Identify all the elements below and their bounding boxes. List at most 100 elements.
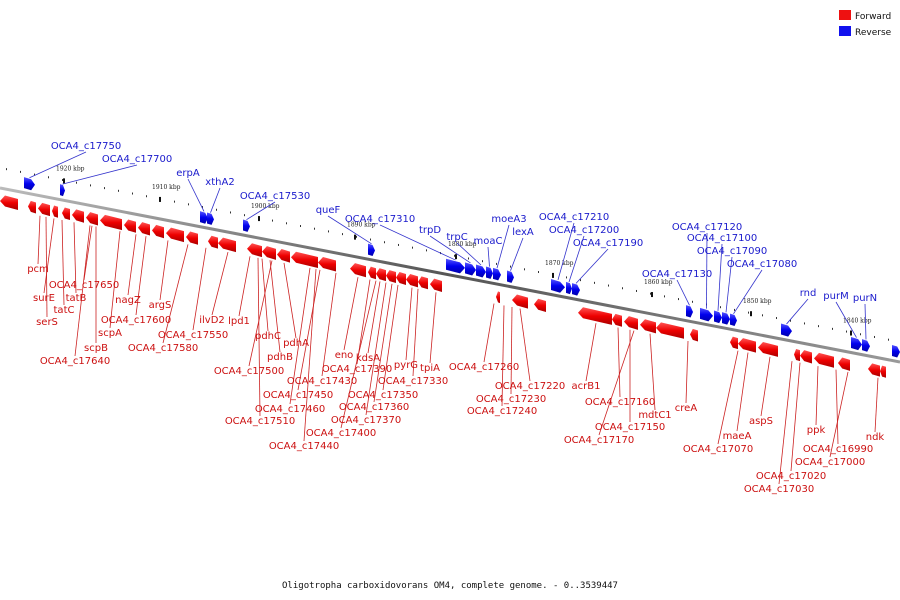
- minor-tick: [608, 284, 609, 287]
- minor-tick: [720, 306, 721, 309]
- leader-line: [162, 244, 189, 344]
- gene-label-OCA4_c17160: OCA4_c17160: [585, 397, 655, 408]
- gene-arrow-purN: [862, 339, 870, 352]
- minor-tick: [118, 189, 119, 192]
- minor-tick: [412, 246, 413, 249]
- gene-arrow-block-38: [738, 338, 756, 353]
- leader-line: [487, 246, 490, 267]
- scale-tick-mark: [651, 292, 653, 298]
- gene-arrow-block-41: [800, 350, 812, 364]
- minor-tick: [804, 322, 805, 325]
- leader-line: [269, 260, 281, 353]
- gene-arrow-block-14: [218, 237, 236, 253]
- gene-label-OCA4_c17220: OCA4_c17220: [495, 381, 565, 392]
- gene-arrow-block-36: [690, 328, 698, 342]
- gene-label-OCA4_c17700: OCA4_c17700: [102, 154, 172, 165]
- scale-tick-label: 1870 kbp: [545, 260, 574, 267]
- gene-arrow-OCA4_c17080: [730, 313, 737, 326]
- gene-label-OCA4_c17000: OCA4_c17000: [795, 457, 865, 468]
- gene-label-pdhA: pdhA: [283, 338, 309, 349]
- leader-line: [327, 215, 372, 245]
- scale-tick-mark: [552, 272, 554, 278]
- minor-tick: [48, 176, 49, 179]
- leader-line: [617, 327, 621, 398]
- leader-line: [483, 303, 495, 363]
- gene-label-OCA4_c17130: OCA4_c17130: [642, 269, 712, 280]
- minor-tick: [482, 260, 483, 263]
- leader-line: [379, 224, 456, 261]
- scale-tick-mark: [455, 254, 457, 260]
- gene-label-OCA4_c17460: OCA4_c17460: [255, 404, 325, 415]
- gene-arrow-OCA4_c17090: [722, 312, 730, 325]
- gene-arrow-lexA: [507, 270, 514, 283]
- leader-line: [297, 269, 321, 391]
- leader-line: [367, 281, 381, 354]
- gene-arrow-OCA4_c17530: [243, 219, 250, 232]
- gene-label-mdtC1: mdtC1: [638, 410, 671, 421]
- gene-label-trpD: trpD: [419, 225, 441, 236]
- gene-arrow-block-9: [138, 222, 150, 236]
- gene-arrow-block-45: [880, 365, 886, 378]
- gene-label-tpiA: tpiA: [420, 363, 440, 374]
- minor-tick: [678, 298, 679, 301]
- gene-arrow-OCA4_c17750: [24, 177, 35, 191]
- gene-label-tatB: tatB: [66, 293, 87, 304]
- minor-tick: [174, 200, 175, 203]
- minor-tick: [762, 314, 763, 317]
- leader-line: [365, 282, 387, 416]
- scale-tick-mark: [850, 330, 852, 336]
- minor-tick: [888, 338, 889, 341]
- minor-tick: [356, 235, 357, 238]
- gene-arrow-OCA4_c17190: [572, 283, 580, 296]
- minor-tick: [468, 257, 469, 260]
- gene-arrow-block-25: [406, 273, 418, 288]
- label-leader-lines: [29, 151, 879, 485]
- gene-arrow-block-26: [418, 276, 428, 290]
- gene-label-OCA4_c17150: OCA4_c17150: [595, 422, 665, 433]
- gene-arrow-block-30: [534, 298, 546, 313]
- gene-label-OCA4_c17450: OCA4_c17450: [263, 390, 333, 401]
- scale-tick-label: 1900 kbp: [251, 203, 280, 210]
- gene-label-eno: eno: [335, 350, 354, 361]
- minor-tick: [384, 241, 385, 244]
- gene-label-OCA4_c17260: OCA4_c17260: [449, 362, 519, 373]
- leader-line: [343, 277, 359, 351]
- gene-arrow-block-27: [430, 278, 442, 292]
- gene-arrow-block-20: [350, 263, 366, 278]
- gene-label-aspS: aspS: [749, 416, 773, 427]
- scale-tick-label: 1840 kbp: [843, 318, 872, 325]
- gene-label-OCA4_c17350: OCA4_c17350: [348, 390, 418, 401]
- gene-label-nagZ: nagZ: [115, 295, 141, 306]
- legend-forward-label: Forward: [855, 12, 891, 22]
- gene-arrow-block-6: [86, 212, 98, 226]
- minor-tick: [6, 168, 7, 171]
- legend-reverse-label: Reverse: [855, 28, 892, 38]
- scale-tick-mark: [63, 178, 65, 184]
- leader-line: [187, 178, 205, 212]
- gene-arrow-xthA2: [207, 212, 214, 225]
- gene-label-OCA4_c17230: OCA4_c17230: [476, 394, 546, 405]
- minor-tick: [510, 265, 511, 268]
- gene-label-OCA4_c17190: OCA4_c17190: [573, 238, 643, 249]
- gene-label-OCA4_c17510: OCA4_c17510: [225, 416, 295, 427]
- gene-arrow-block-12: [186, 231, 198, 245]
- minor-tick: [370, 238, 371, 241]
- minor-tick: [426, 249, 427, 252]
- gene-arrow-block-24: [396, 272, 406, 285]
- leader-line: [135, 236, 147, 316]
- minor-tick: [650, 292, 651, 295]
- gene-arrow-erpA: [200, 211, 208, 224]
- minor-tick: [566, 276, 567, 279]
- leader-line: [45, 216, 48, 318]
- leader-line: [557, 222, 575, 280]
- scale-tick-mark: [159, 196, 161, 202]
- minor-tick: [454, 254, 455, 257]
- leader-line: [248, 260, 273, 367]
- leader-line: [429, 292, 437, 364]
- gene-label-OCA4_c17440: OCA4_c17440: [269, 441, 339, 452]
- scale-tick-label: 1850 kbp: [743, 298, 772, 305]
- gene-arrow-block-21: [368, 266, 376, 280]
- leader-line: [786, 298, 809, 325]
- minor-tick: [146, 195, 147, 198]
